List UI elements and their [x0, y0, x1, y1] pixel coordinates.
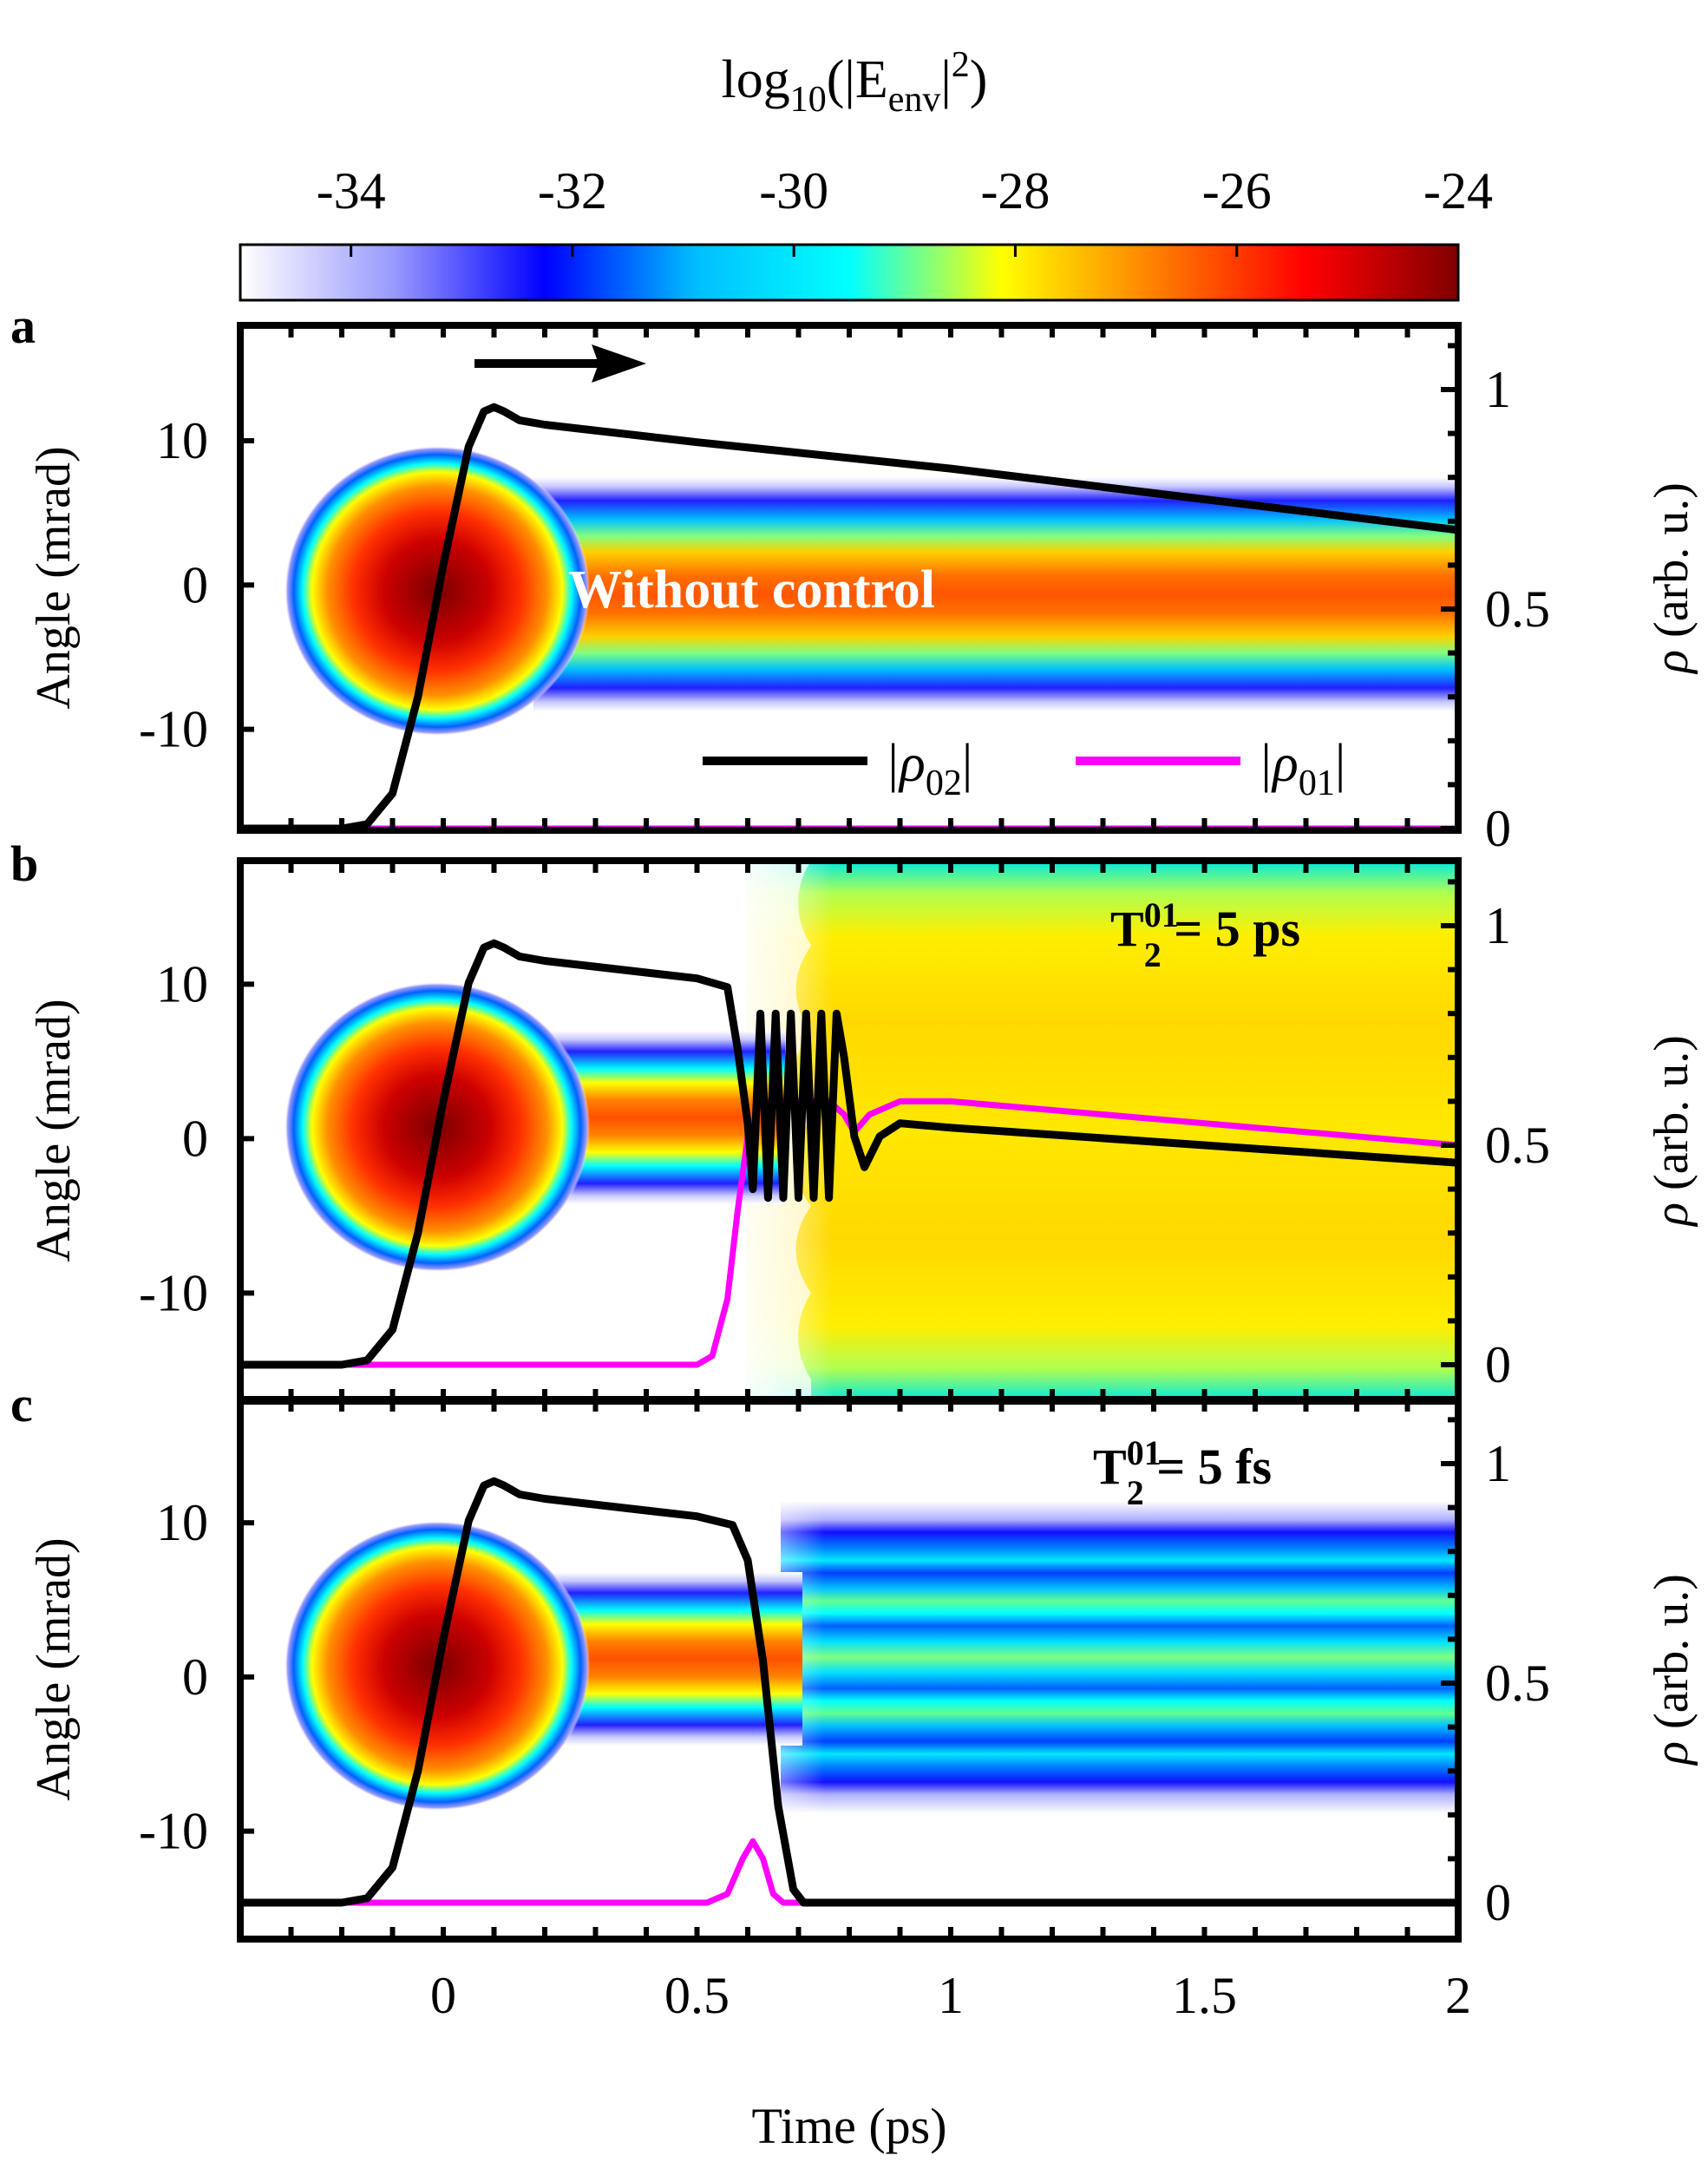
right-tick-label: 1 [1485, 361, 1511, 418]
x-tick-label: 0.5 [664, 1967, 730, 2024]
rho02-curve [240, 1477, 1458, 1907]
left-tick-label: 0 [182, 1110, 208, 1167]
right-tick-label: 0.5 [1485, 1117, 1550, 1174]
panel-c-letter: c [10, 1376, 33, 1432]
left-axis-title-a: Angle (mrad) [27, 446, 81, 709]
axes: 10 0 -10 1 0.5 0 10 0 -10 1 0.5 0 10 0 -10 1 0.5 0 0 0.5 1 1.… [139, 322, 1550, 2024]
right-tick-label: 1 [1485, 897, 1511, 954]
right-axis-title-b: ρ (arb. u.) [1645, 1035, 1698, 1228]
panel-a-annotation: Without control [568, 560, 935, 619]
panel-c-annotation: T01 2 = 5 fs [1093, 1433, 1272, 1512]
panel-c-stripes [781, 1501, 1458, 1813]
left-tick-label: 10 [156, 1494, 208, 1551]
panel-c: T01 2 = 5 fs c [10, 1376, 1458, 1822]
panel-b-yellow-region [746, 861, 1458, 1401]
x-tick-label: 0 [430, 1967, 456, 2024]
left-tick-label: -10 [139, 701, 208, 758]
right-axis-title-a: ρ (arb. u.) [1645, 482, 1698, 675]
x-axis-title: Time (ps) [751, 2098, 946, 2154]
direction-arrow [474, 344, 646, 383]
x-tick-label: 1.5 [1172, 1967, 1237, 2024]
panel-a-letter: a [10, 298, 36, 354]
x-tick-label: 1 [938, 1967, 964, 2024]
panel-a-band [533, 477, 1458, 711]
panel-c-curves [240, 1477, 1458, 1907]
right-tick-label: 0 [1485, 800, 1511, 857]
left-tick-label: 10 [156, 955, 208, 1012]
left-tick-label: -10 [139, 1264, 208, 1321]
colorbar: log10(|Eenv|2) -34 -32 -30 -28 -26 -24 [239, 45, 1493, 302]
panel-c-axes: 10 0 -10 1 0.5 0 [139, 1396, 1550, 1943]
legend-rho02-label: |ρ02| [885, 734, 972, 803]
rho01-curve [240, 1838, 1458, 1906]
colorbar-ticks [350, 245, 1460, 257]
panel-a: Without control |ρ02| |ρ01| a [10, 298, 1458, 803]
rho02-curve [240, 939, 1458, 1369]
right-tick-label: 1 [1485, 1435, 1511, 1492]
right-tick-label: 0 [1485, 1874, 1511, 1931]
x-tick-labels: 0 0.5 1 1.5 2 [430, 1967, 1471, 2024]
legend: |ρ02| |ρ01| [703, 734, 1345, 803]
left-axis-title-b: Angle (mrad) [27, 999, 81, 1261]
colorbar-tick-label: -28 [980, 162, 1050, 220]
panel-b-annotation: T01 2 = 5 ps [1110, 895, 1300, 974]
left-axis-title-c: Angle (mrad) [27, 1537, 81, 1800]
colorbar-tick-label: -34 [317, 162, 386, 220]
colorbar-tick-labels: -34 -32 -30 -28 -26 -24 [317, 162, 1493, 220]
panel-b: T01 2 = 5 ps b [10, 835, 1458, 1401]
colorbar-tick-label: -30 [759, 162, 828, 220]
right-axis-title-c: ρ (arb. u.) [1645, 1574, 1698, 1766]
x-tick-label: 2 [1445, 1967, 1471, 2024]
left-tick-label: 0 [182, 1648, 208, 1706]
panel-a-axes: 10 0 -10 1 0.5 0 [139, 322, 1550, 857]
left-tick-label: 0 [182, 556, 208, 613]
panel-b-letter: b [10, 835, 38, 892]
colorbar-gradient [239, 243, 1460, 302]
panel-b-axes: 10 0 -10 1 0.5 0 [139, 857, 1550, 1405]
rho02-curve [240, 403, 1458, 830]
colorbar-tick-label: -24 [1423, 162, 1493, 220]
colorbar-tick-label: -26 [1202, 162, 1272, 220]
colorbar-title: log10(|Eenv|2) [722, 45, 988, 120]
panel-b-curves [240, 939, 1458, 1369]
legend-rho01-label: |ρ01| [1258, 734, 1345, 803]
right-tick-label: 0 [1485, 1336, 1511, 1393]
colorbar-tick-label: -32 [538, 162, 607, 220]
left-tick-label: 10 [156, 412, 208, 469]
right-tick-label: 0.5 [1485, 580, 1550, 638]
right-tick-label: 0.5 [1485, 1655, 1550, 1712]
rho01-curve [240, 1098, 1458, 1368]
left-tick-label: -10 [139, 1803, 208, 1860]
